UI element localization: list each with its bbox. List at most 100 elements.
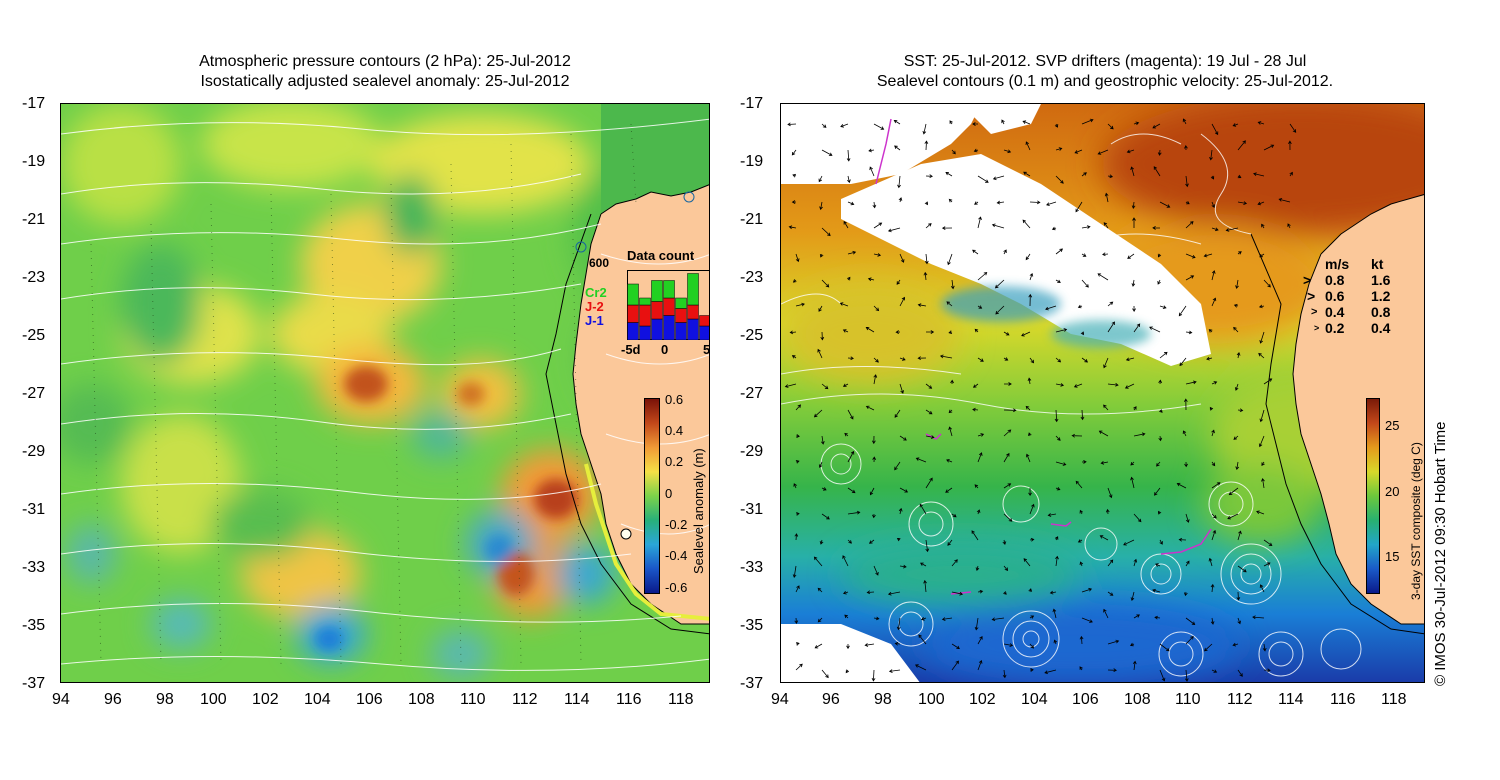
velocity-arrow xyxy=(1259,584,1265,593)
velocity-arrow xyxy=(1185,175,1189,188)
velocity-arrow xyxy=(1211,270,1216,281)
velocity-arrow xyxy=(1054,536,1059,541)
velocity-arrow xyxy=(1236,352,1241,359)
velocity-arrow xyxy=(1211,297,1217,307)
velocity-arrow xyxy=(1044,669,1057,675)
velocity-arrow xyxy=(1288,140,1292,151)
velocity-arrow xyxy=(949,120,953,125)
velocity-arrow xyxy=(1107,174,1114,179)
velocity-arrow xyxy=(1261,461,1265,466)
velocity-arrow xyxy=(1252,615,1265,620)
right-title-line2: Sealevel contours (0.1 m) and geostrophi… xyxy=(876,73,1334,90)
velocity-arrow xyxy=(951,149,956,155)
velocity-arrow xyxy=(1204,643,1213,652)
velocity-arrow xyxy=(1209,406,1214,411)
velocity-arrow xyxy=(1077,539,1083,543)
velocity-arrow xyxy=(1081,460,1087,464)
velocity-arrow xyxy=(792,173,797,178)
left-xtick-1: 96 xyxy=(104,691,122,708)
velocity-arrow xyxy=(1289,171,1293,177)
right-xtick-5: 104 xyxy=(1021,691,1048,708)
velocity-arrow xyxy=(1287,223,1291,229)
isobath-label: 600 xyxy=(589,256,610,270)
velocity-arrow xyxy=(1126,149,1135,154)
velocity-arrow xyxy=(794,617,799,624)
velocity-arrow xyxy=(941,226,953,230)
velocity-arrow xyxy=(925,383,933,389)
velocity-arrow xyxy=(1132,305,1136,312)
velocity-arrow xyxy=(1003,408,1017,413)
velocity-arrow xyxy=(1154,487,1161,496)
data-count-bar-cr2 xyxy=(687,273,699,306)
data-count-x-label-mid: 0 xyxy=(661,342,669,357)
velocity-arrow xyxy=(1102,252,1109,257)
velocity-arrow xyxy=(1185,513,1190,523)
right-xtick-2: 98 xyxy=(874,691,892,708)
right-ytick-6: -29 xyxy=(740,443,764,460)
sst-image xyxy=(781,104,1424,682)
left-xtick-9: 112 xyxy=(512,691,538,708)
velocity-arrow xyxy=(1124,383,1135,389)
velocity-arrow xyxy=(1055,383,1065,387)
sealevel-colorbar xyxy=(644,398,660,594)
velocity-arrow xyxy=(1049,590,1057,595)
velocity-arrow xyxy=(1025,453,1031,463)
velocity-arrow xyxy=(947,253,953,266)
velocity-arrow xyxy=(946,301,953,307)
velocity-arrow xyxy=(847,250,857,255)
velocity-arrow xyxy=(1157,279,1161,285)
velocity-arrow xyxy=(1105,508,1110,515)
velocity-arrow xyxy=(1081,587,1093,593)
velocity-arrow xyxy=(1073,383,1083,388)
data-count-bar-cr2 xyxy=(627,283,639,306)
velocity-arrow xyxy=(1029,272,1034,281)
right-ytick-7: -31 xyxy=(740,501,764,518)
velocity-arrow xyxy=(1159,539,1163,545)
velocity-arrow xyxy=(1233,435,1239,440)
velocity-arrow xyxy=(847,356,854,361)
velocity-arrow xyxy=(1153,166,1161,177)
velocity-arrow xyxy=(1055,555,1059,567)
velocity-arrow xyxy=(1028,432,1032,437)
velocity-arrow xyxy=(1079,509,1084,515)
velocity-arrow xyxy=(846,149,851,162)
data-count-bar-j2 xyxy=(639,304,651,327)
velocity-arrow xyxy=(1130,461,1135,466)
velocity-arrow xyxy=(1185,560,1190,567)
velocity-arrow xyxy=(1211,529,1217,541)
velocity-arrow xyxy=(1003,429,1012,437)
velocity-arrow xyxy=(1158,510,1162,515)
velocity-arrow xyxy=(894,461,901,471)
velocity-arrow xyxy=(1184,461,1188,468)
right-ytick-2: -21 xyxy=(740,211,764,228)
velocity-arrow xyxy=(821,383,829,390)
velocity-arrow xyxy=(1025,405,1031,411)
velocity-arrow xyxy=(821,513,830,520)
velocity-arrow xyxy=(1227,513,1239,520)
velocity-arrow xyxy=(795,663,803,671)
velocity-arrow xyxy=(1236,591,1241,601)
sl-tick-5: -0.4 xyxy=(665,548,688,563)
velocity-arrow xyxy=(887,591,901,596)
velocity-arrow xyxy=(844,432,849,437)
right-xtick-1: 96 xyxy=(822,691,840,708)
velocity-arrow xyxy=(1130,166,1135,177)
velocity-arrow xyxy=(819,539,824,545)
velocity-arrow xyxy=(977,357,984,362)
velocity-arrow xyxy=(974,328,979,333)
right-xtick-8: 110 xyxy=(1175,691,1201,708)
velocity-arrow xyxy=(1052,608,1057,619)
vel-row-2-ms: 0.4 xyxy=(1325,304,1345,320)
velocity-arrow xyxy=(1157,149,1162,156)
velocity-arrow xyxy=(818,461,823,469)
velocity-arrow xyxy=(1107,591,1114,596)
velocity-arrow xyxy=(847,510,861,515)
left-xtick-8: 110 xyxy=(460,691,486,708)
velocity-arrow xyxy=(793,483,797,489)
legend-cr2: Cr2 xyxy=(585,285,607,300)
velocity-arrow xyxy=(873,253,882,257)
velocity-arrow xyxy=(974,201,979,205)
sl-tick-3: 0 xyxy=(665,486,673,501)
velocity-arrow xyxy=(971,530,979,541)
velocity-arrow xyxy=(899,564,907,569)
